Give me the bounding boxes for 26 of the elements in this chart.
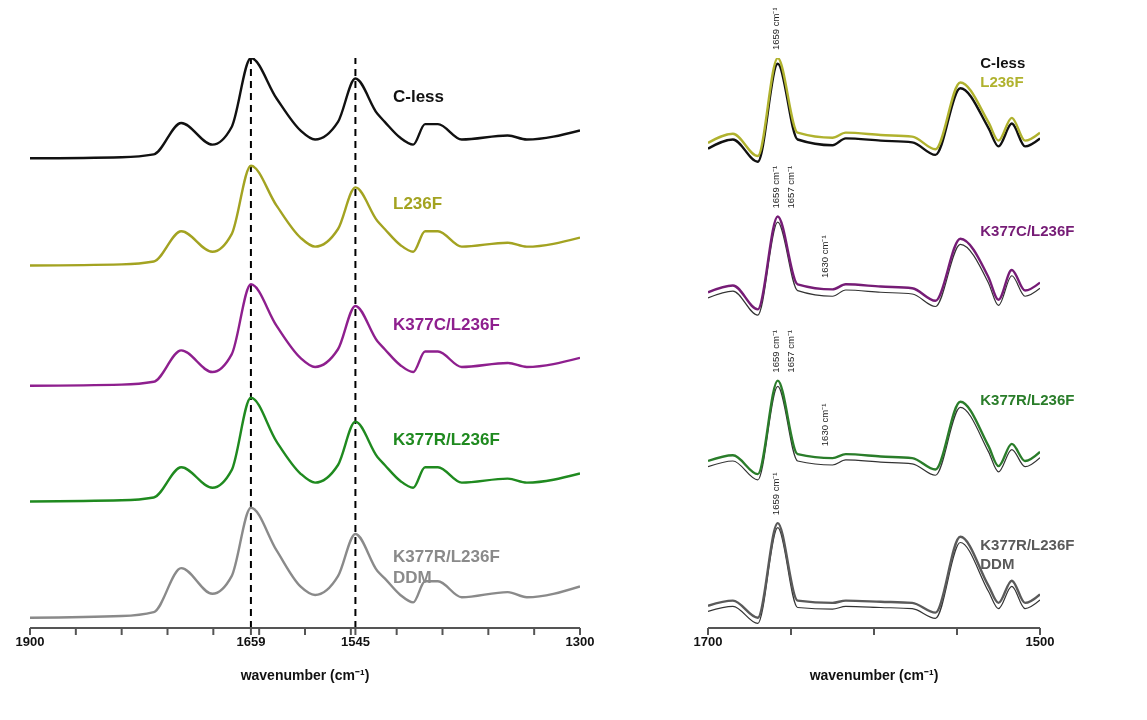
x-tick-label: 1545: [340, 634, 370, 650]
x-axis-title: wavenumber (cm⁻¹): [239, 667, 370, 683]
x-tick-label: 1500: [1025, 634, 1055, 650]
series-label: C-less: [980, 54, 1026, 73]
annotation: 1659 cm⁻¹: [770, 7, 782, 50]
annotation: 1659 cm⁻¹: [770, 165, 782, 209]
x-tick-label: 1900: [15, 634, 45, 650]
series-label: K377R/L236F: [980, 390, 1075, 410]
series-label: K377C/L236F: [393, 313, 500, 335]
annotation: 1630 cm⁻¹: [818, 403, 830, 447]
series-label: K377R/L236F DDM: [980, 535, 1075, 574]
annotation: 1657 cm⁻¹: [784, 165, 796, 209]
series-label: L236F: [393, 193, 443, 215]
annotation: 1657 cm⁻¹: [784, 330, 796, 373]
x-tick-label: 1300: [565, 634, 595, 650]
x-tick-label: 1659: [236, 634, 266, 650]
series-label: K377R/L236F DDM: [393, 545, 500, 589]
series-label: C-less: [393, 86, 445, 108]
annotation: 1659 cm⁻¹: [770, 472, 782, 516]
x-tick-label: 1700: [693, 634, 723, 650]
series-label: K377R/L236F: [393, 429, 500, 451]
x-axis-title: wavenumber (cm⁻¹): [808, 667, 939, 683]
annotation: 1630 cm⁻¹: [818, 235, 830, 278]
series-label: K377C/L236F: [980, 222, 1075, 242]
annotation: 1659 cm⁻¹: [770, 330, 782, 373]
series-label: L236F: [980, 72, 1024, 92]
